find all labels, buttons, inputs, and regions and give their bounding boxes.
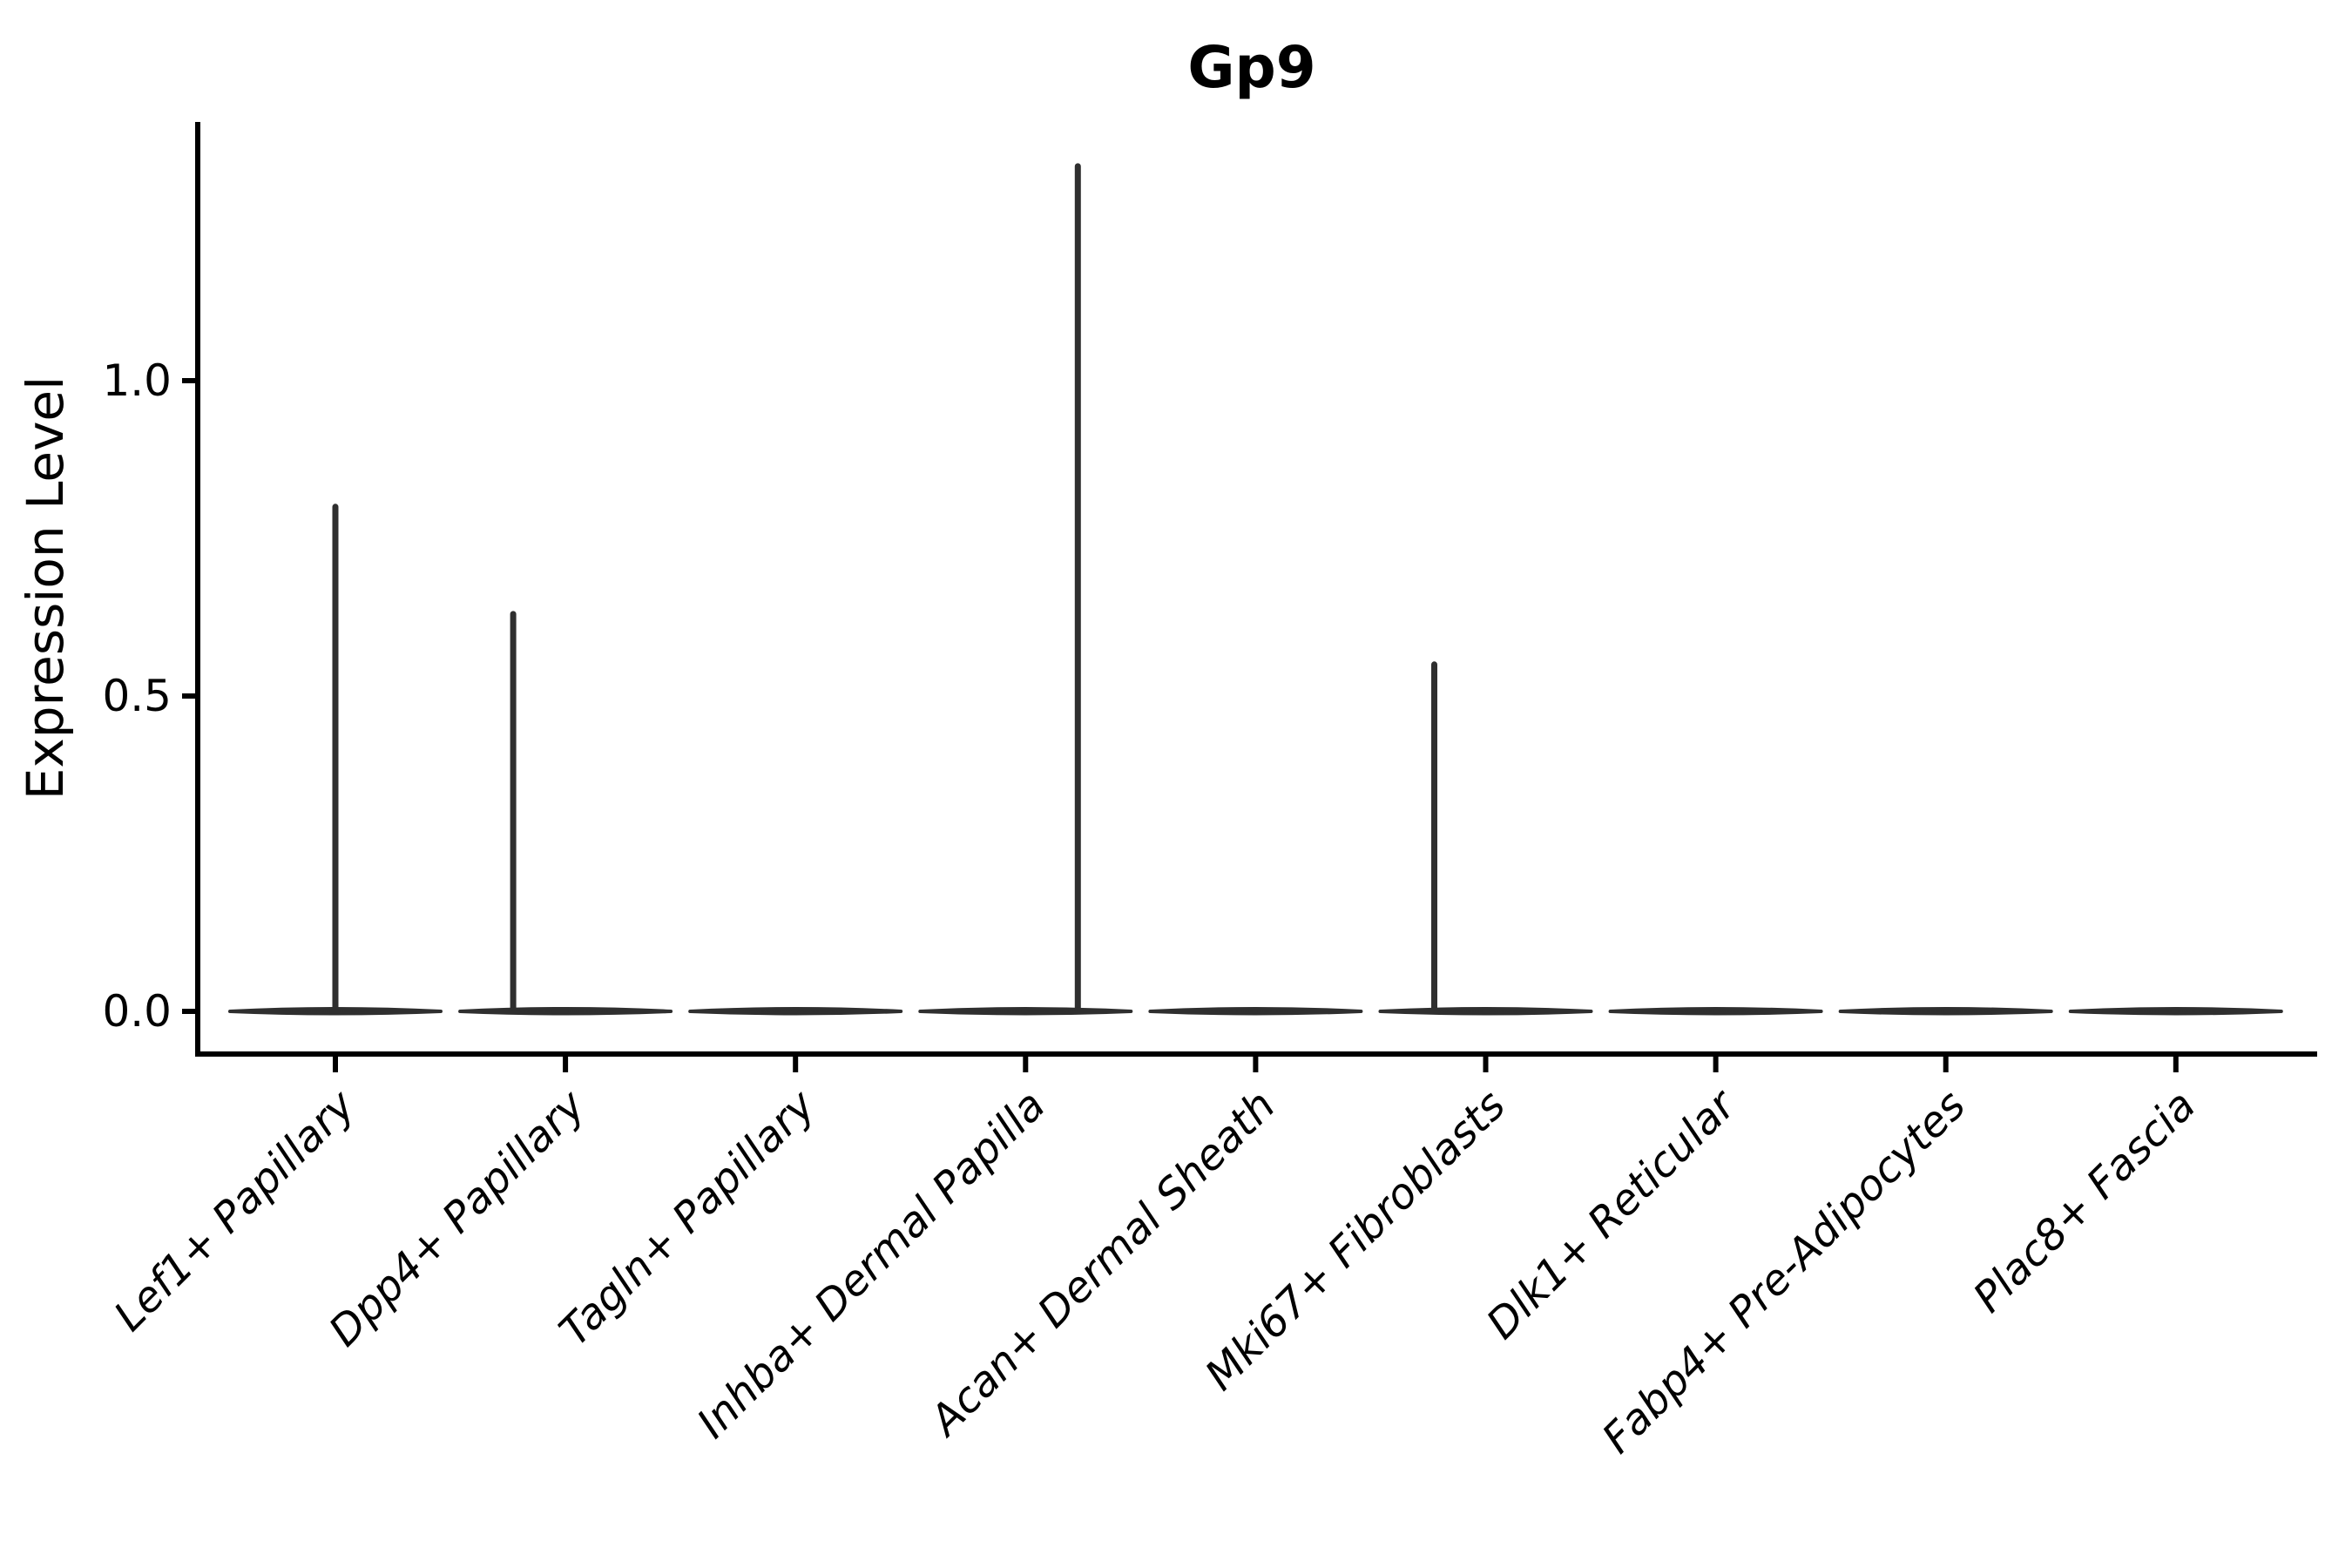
violin-group xyxy=(228,163,2283,1016)
violin-body xyxy=(458,1007,673,1016)
y-tick-group: 0.0 0.5 1.0 xyxy=(102,355,196,1037)
violin-body xyxy=(1608,1007,1823,1016)
violin-body xyxy=(1378,1007,1593,1016)
violin-body xyxy=(2068,1007,2283,1016)
x-tick-label: Lef1+ Papillary xyxy=(105,1080,365,1341)
violin-body xyxy=(688,1007,903,1016)
violin-body xyxy=(918,1007,1133,1016)
violin-body xyxy=(228,1007,443,1016)
violin-body xyxy=(1148,1007,1363,1016)
y-tick-label: 0.5 xyxy=(102,671,172,721)
y-axis-label: Expression Level xyxy=(16,376,75,800)
x-tick-label: Dpp4+ Papillary xyxy=(320,1080,595,1355)
x-tick-label: Tagln+ Papillary xyxy=(550,1080,825,1355)
plot-title: Gp9 xyxy=(1187,34,1315,101)
x-tick-group xyxy=(333,1057,2179,1072)
x-tick-label: Plac8+ Fascia xyxy=(1964,1081,2206,1322)
x-tick-label: Fabp4+ Pre-Adipocytes xyxy=(1593,1081,1976,1463)
x-tick-label: Dlk1+ Reticular xyxy=(1477,1079,1747,1349)
y-tick-label: 1.0 xyxy=(102,355,172,406)
y-tick-label: 0.0 xyxy=(102,986,172,1037)
violin-body xyxy=(1838,1007,2053,1016)
